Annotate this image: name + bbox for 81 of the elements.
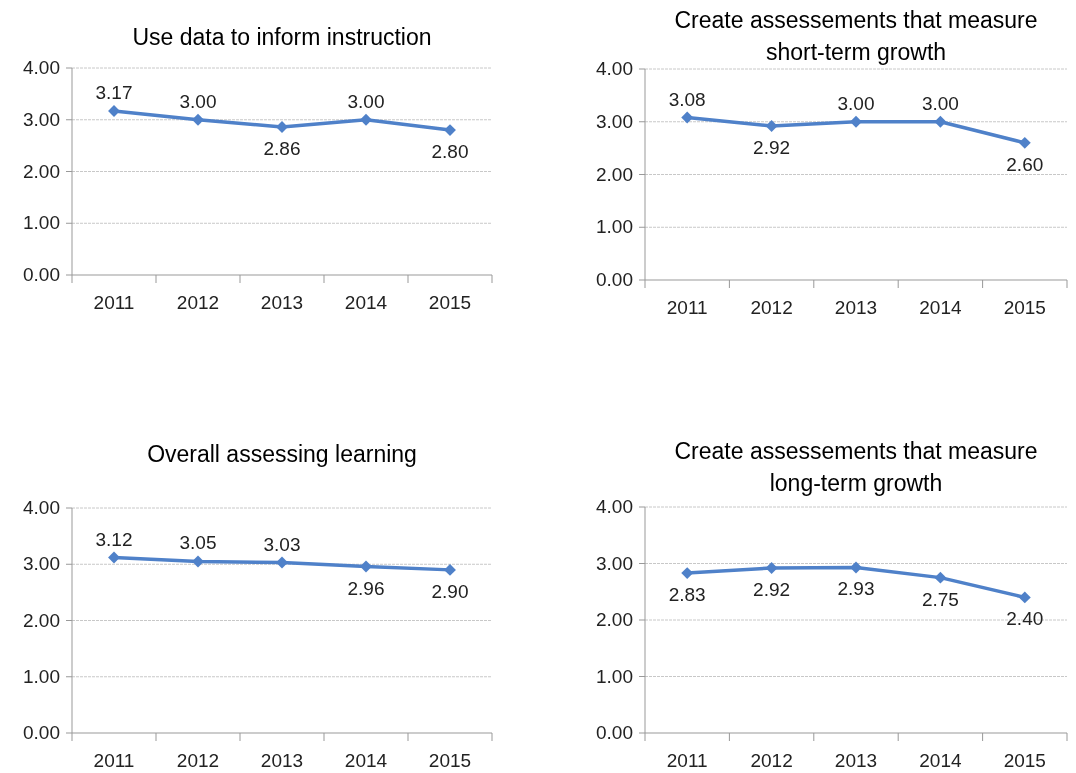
point <box>681 111 694 124</box>
y-tick-label: 2.00 <box>596 609 633 630</box>
y-tick-label: 0.00 <box>23 264 60 285</box>
x-tick-label: 2015 <box>428 750 472 771</box>
x-tick-label: 2015 <box>428 292 472 313</box>
y-tick-label: 1.00 <box>596 216 633 238</box>
point <box>765 120 778 132</box>
x-tick-label: 2015 <box>1003 297 1046 318</box>
x-tick-label: 2013 <box>834 750 878 771</box>
data-label: 3.00 <box>179 90 217 112</box>
point <box>444 563 456 576</box>
y-tick-label: 4.00 <box>23 497 60 518</box>
data-label: 3.00 <box>347 90 385 112</box>
y-tick-label: 3.00 <box>23 108 60 130</box>
y-tick-label: 0.00 <box>23 722 60 743</box>
data-label: 3.03 <box>263 533 301 555</box>
point <box>276 556 288 569</box>
y-tick-label: 3.00 <box>596 552 633 574</box>
data-label: 2.80 <box>431 141 469 163</box>
data-label: 3.00 <box>921 92 959 114</box>
chart-title: Create assessements that measure long-term growth <box>674 438 1038 496</box>
y-tick-label: 2.00 <box>596 163 633 185</box>
x-tick-label: 2011 <box>93 750 135 771</box>
point <box>360 113 372 126</box>
data-label: 2.93 <box>837 578 875 600</box>
data-label: 3.00 <box>837 92 875 114</box>
point <box>192 555 204 568</box>
x-tick-label: 2014 <box>344 292 388 313</box>
x-tick-label: 2012 <box>750 297 793 318</box>
data-label: 2.92 <box>753 579 791 601</box>
point <box>850 561 862 574</box>
point <box>108 105 120 117</box>
data-label: 2.96 <box>347 577 385 599</box>
point <box>934 571 947 584</box>
x-tick-label: 2012 <box>750 750 793 771</box>
chart-title: Create assessements that measure short-term growth <box>674 7 1038 65</box>
x-tick-label: 2013 <box>260 292 304 313</box>
point <box>850 115 862 128</box>
x-tick-label: 2011 <box>93 292 135 313</box>
data-label: 2.40 <box>1006 608 1044 630</box>
data-label: 3.08 <box>668 88 706 110</box>
chart-title: Use data to inform instruction <box>132 24 432 50</box>
point <box>108 551 120 564</box>
point <box>1018 136 1031 149</box>
x-tick-label: 2014 <box>344 750 388 771</box>
x-tick-label: 2014 <box>919 750 962 771</box>
x-tick-label: 2015 <box>1003 750 1046 771</box>
data-label: 2.60 <box>1006 153 1044 175</box>
x-tick-label: 2012 <box>176 750 220 771</box>
point <box>192 113 204 126</box>
data-label: 2.90 <box>431 580 469 602</box>
point <box>1018 591 1031 604</box>
data-label: 2.92 <box>753 136 791 158</box>
x-tick-label: 2011 <box>666 297 708 318</box>
y-tick-label: 1.00 <box>23 665 60 687</box>
y-tick-label: 1.00 <box>596 665 633 687</box>
y-tick-label: 3.00 <box>596 110 633 132</box>
data-label: 3.12 <box>95 528 133 550</box>
point <box>765 562 778 574</box>
y-tick-label: 2.00 <box>23 609 60 631</box>
y-tick-label: 1.00 <box>23 212 60 234</box>
x-tick-label: 2012 <box>176 292 220 313</box>
data-label: 2.86 <box>263 137 301 159</box>
data-label: 2.75 <box>921 588 959 610</box>
x-tick-label: 2011 <box>666 750 708 771</box>
data-label: 3.17 <box>95 81 133 103</box>
y-tick-label: 4.00 <box>596 58 633 79</box>
y-tick-label: 0.00 <box>596 722 633 743</box>
y-tick-label: 0.00 <box>596 269 633 290</box>
point <box>444 124 456 137</box>
chart-title: Overall assessing learning <box>147 441 417 467</box>
data-label: 3.05 <box>179 532 217 554</box>
x-tick-label: 2014 <box>919 297 962 318</box>
data-label: 2.83 <box>668 584 706 606</box>
point <box>360 560 372 573</box>
x-tick-label: 2013 <box>834 297 878 318</box>
y-tick-label: 4.00 <box>596 496 633 517</box>
y-tick-label: 4.00 <box>23 57 60 78</box>
y-tick-label: 2.00 <box>23 160 60 182</box>
y-tick-label: 3.00 <box>23 553 60 575</box>
x-tick-label: 2013 <box>260 750 304 771</box>
